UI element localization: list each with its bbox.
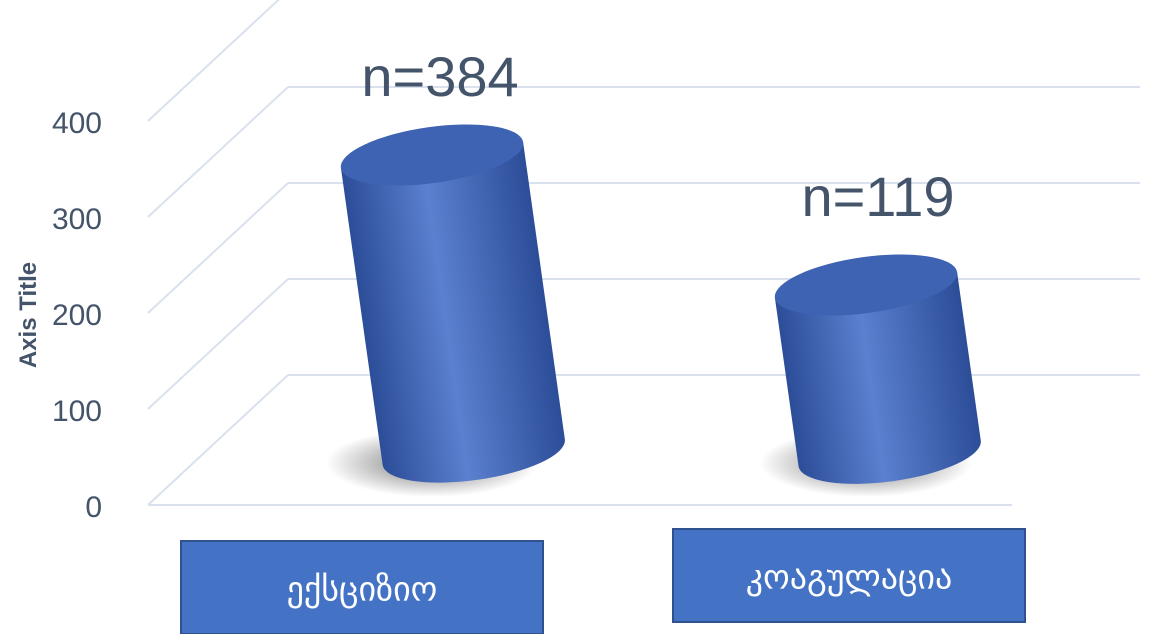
bar-top — [774, 254, 958, 316]
data-labels: n=384 n=119 — [361, 45, 954, 228]
bar-0 — [326, 124, 565, 497]
bar-body — [774, 272, 981, 484]
data-label: n=384 — [361, 45, 518, 108]
gridline-diagonal — [147, 0, 280, 122]
y-tick-label: 300 — [52, 203, 102, 236]
gridline-diagonal — [147, 182, 289, 314]
y-axis-title: Axis Title — [15, 262, 42, 368]
gridlines — [147, 0, 1140, 506]
bar-body — [340, 142, 565, 483]
data-label: n=119 — [801, 165, 954, 228]
y-tick-label: 400 — [52, 107, 102, 140]
gridline-diagonal — [147, 86, 289, 218]
y-tick-label: 100 — [52, 395, 102, 428]
y-axis: 0 100 200 300 400 Axis Title — [15, 107, 102, 524]
y-tick-label: 200 — [52, 299, 102, 332]
category-label: ექსციზიო — [287, 570, 438, 610]
gridline-diagonal — [147, 374, 289, 506]
category-box — [180, 540, 544, 634]
category-label: კოაგულაცია — [746, 558, 953, 598]
bar-top — [340, 124, 524, 186]
bar-1 — [760, 254, 981, 497]
category-label-box: ექსციზიო — [180, 540, 544, 634]
bars — [326, 124, 981, 497]
category-box — [672, 528, 1026, 623]
y-tick-label: 0 — [85, 491, 102, 524]
category-label-box: კოაგულაცია — [672, 528, 1026, 623]
category-axis: ექსციზიო კოაგულაცია — [180, 528, 1026, 634]
gridline-diagonal — [147, 278, 289, 410]
